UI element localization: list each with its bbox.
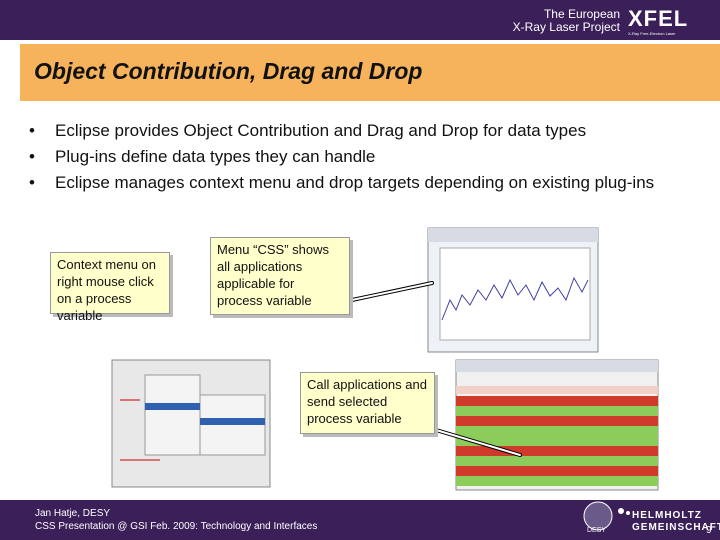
helmholtz-line: GEMEINSCHAFT [632,522,720,533]
callout: Context menu on right mouse click on a p… [50,252,170,323]
page-number: 9 [706,525,712,536]
menu-screenshot [111,359,271,488]
org-name: The European X-Ray Laser Project [513,8,620,34]
bullet-marker: • [29,147,35,166]
footer-text: Jan Hatje, DESY CSS Presentation @ GSI F… [35,507,317,533]
slide-title: Object Contribution, Drag and Drop [34,58,423,84]
desy-logo [583,501,613,531]
bullet-text: Eclipse provides Object Contribution and… [55,121,587,140]
bullet-text: Eclipse manages context menu and drop ta… [55,173,655,192]
title-band [20,44,720,101]
bullet-marker: • [29,121,35,140]
callout: Menu “CSS” shows all applications applic… [210,237,350,315]
chart-screenshot [427,227,599,353]
bullet-item: • Plug-ins define data types they can han… [29,144,695,170]
footer-author: Jan Hatje, DESY [35,508,111,519]
logo-subtitle: X-Ray Free-Electron Laser [628,31,676,36]
header-band [0,0,720,40]
helmholtz-line: HELMHOLTZ [632,510,702,521]
logo: XFEL [628,6,689,31]
helmholtz-label: HELMHOLTZ GEMEINSCHAFT [632,510,720,534]
helmholtz-logo [618,508,630,515]
arrows [350,281,522,457]
org-line: The European [543,7,620,21]
bullet-marker: • [29,173,35,192]
bullet-list: • Eclipse provides Object Contribution an… [29,118,695,196]
desy-label: DESY [587,527,607,534]
org-line: X-Ray Laser Project [512,20,620,34]
bullet-item: • Eclipse manages context menu and drop t… [29,170,695,196]
footer-event: CSS Presentation @ GSI Feb. 2009: Techno… [35,521,318,532]
bullet-text: Plug-ins define data types they can hand… [55,147,376,166]
bullet-item: • Eclipse provides Object Contribution an… [29,118,695,144]
callout: Call applications and send selected proc… [300,372,435,434]
table-screenshot [455,359,659,491]
